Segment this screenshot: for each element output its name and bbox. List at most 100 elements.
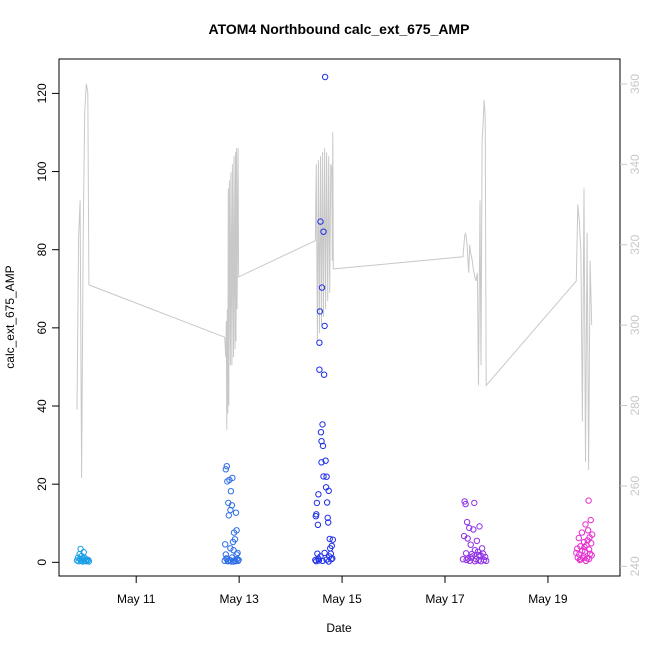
scatter-group-0: [73, 545, 93, 565]
scatter-series: [73, 73, 596, 565]
y2-tick-label: 360: [628, 74, 642, 94]
scatter-group-3: [459, 498, 490, 565]
scatter-point: [325, 487, 332, 494]
scatter-point: [584, 527, 592, 534]
x-tick-label: May 11: [117, 592, 156, 606]
x-tick-label: May 13: [219, 592, 259, 606]
scatter-point: [328, 542, 335, 550]
scatter-point: [468, 550, 475, 558]
y-axis-label: calc_ext_675_AMP: [3, 265, 17, 368]
y-axis-right: 240 260 280 300 320 340 360: [620, 74, 642, 576]
scatter-point: [229, 474, 236, 482]
scatter-point: [585, 555, 593, 562]
x-axis-label: Date: [326, 621, 352, 635]
line-series-path: [76, 83, 593, 478]
scatter-point: [467, 554, 474, 561]
scatter-point: [466, 524, 473, 532]
scatter-point: [471, 558, 479, 565]
y2-tick-label: 260: [628, 476, 642, 496]
scatter-point: [312, 556, 319, 564]
scatter-point: [320, 371, 328, 378]
scatter-group-2: [312, 73, 336, 565]
scatter-point: [479, 550, 487, 557]
scatter-point: [233, 551, 240, 558]
scatter-point: [228, 554, 236, 561]
scatter-point: [314, 521, 322, 528]
scatter-point: [476, 523, 483, 530]
scatter-point: [581, 543, 588, 551]
scatter-point: [329, 555, 336, 562]
scatter-point: [329, 536, 336, 543]
scatter-point: [473, 537, 481, 544]
scatter-point: [589, 531, 596, 538]
y-tick-label: 0: [35, 559, 49, 566]
scatter-point: [582, 521, 589, 528]
scatter-point: [575, 534, 582, 542]
scatter-point: [222, 551, 230, 558]
scatter-point: [222, 541, 229, 548]
scatter-point: [588, 540, 595, 547]
scatter-point: [228, 502, 236, 509]
scatter-point: [322, 457, 329, 464]
scatter-point: [316, 308, 324, 315]
scatter-point: [462, 500, 469, 508]
scatter-point: [317, 218, 324, 225]
scatter-point: [318, 438, 325, 445]
plot-frame: [58, 58, 621, 577]
scatter-point: [320, 473, 327, 480]
scatter-point: [470, 526, 477, 533]
x-axis: May 11 May 13 May 15 May 17 May 19: [117, 576, 568, 606]
scatter-point: [318, 284, 326, 291]
scatter-point: [478, 545, 486, 552]
y2-tick-label: 240: [628, 556, 642, 576]
scatter-point: [80, 549, 87, 556]
x-tick-label: May 15: [322, 592, 362, 606]
line-series: [76, 83, 593, 478]
scatter-point: [325, 519, 332, 526]
scatter-group-4: [573, 497, 596, 564]
scatter-point: [222, 466, 230, 473]
y2-tick-label: 340: [628, 154, 642, 174]
scatter-point: [79, 558, 86, 565]
scatter-point: [313, 499, 321, 507]
y2-tick-label: 280: [628, 395, 642, 415]
scatter-group-1: [221, 463, 242, 565]
scatter-point: [227, 488, 235, 495]
scatter-point: [316, 339, 323, 346]
scatter-point: [464, 535, 471, 542]
scatter-point: [232, 509, 240, 516]
scatter-point: [323, 473, 330, 480]
scatter-point: [321, 73, 329, 81]
scatter-point: [320, 228, 327, 235]
scatter-point: [315, 491, 322, 498]
scatter-point: [323, 499, 331, 506]
scatter-point: [482, 553, 489, 561]
scatter-point: [321, 549, 328, 557]
scatter-point: [230, 558, 237, 565]
scatter-point: [324, 514, 331, 521]
scatter-point: [323, 556, 330, 563]
scatter-point: [317, 429, 325, 436]
scatter-point: [462, 550, 470, 557]
scatter-point: [77, 545, 84, 553]
y-axis-left: 0 20 40 60 80 100 120: [35, 83, 59, 566]
scatter-point: [584, 537, 591, 544]
scatter-point: [233, 527, 240, 534]
y-tick-label: 120: [35, 83, 49, 103]
scatter-point: [85, 558, 93, 565]
scatter-point: [231, 536, 239, 543]
scatter-point: [321, 322, 328, 330]
scatter-point: [319, 557, 326, 564]
scatter-point: [325, 558, 332, 565]
y-tick-label: 100: [35, 161, 49, 181]
x-tick-label: May 17: [425, 592, 465, 606]
scatter-point: [475, 551, 483, 559]
scatter-point: [578, 529, 586, 536]
scatter-point: [228, 558, 235, 565]
y2-tick-label: 300: [628, 315, 642, 335]
chart-title: ATOM4 Northbound calc_ext_675_AMP: [209, 21, 470, 37]
scatter-point: [313, 511, 320, 518]
scatter-point: [225, 512, 233, 519]
scatter-point: [467, 541, 474, 548]
